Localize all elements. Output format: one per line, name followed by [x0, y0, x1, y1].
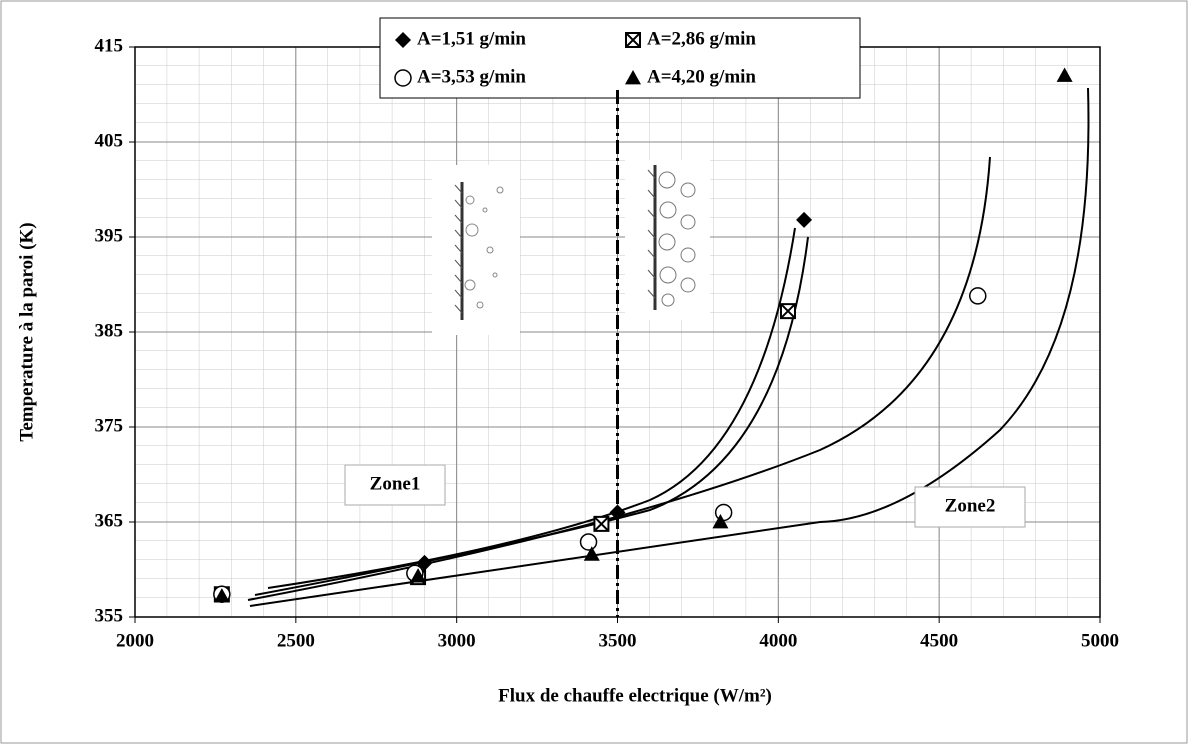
illustration: [432, 160, 710, 335]
point: [593, 515, 610, 532]
trend-curves: [247, 87, 1090, 607]
point: [712, 514, 729, 529]
legend-marker: [395, 32, 411, 48]
x-tick-label: 3000: [438, 630, 476, 651]
y-tick-label: 375: [95, 415, 124, 436]
point: [1056, 67, 1073, 82]
annotation-box: [344, 464, 446, 506]
y-tick-label: 415: [95, 35, 124, 56]
x-tick-label: 3500: [599, 630, 637, 651]
point: [779, 303, 796, 320]
x-tick-label: 4000: [759, 630, 797, 651]
x-tick-label: 4500: [920, 630, 958, 651]
point: [579, 533, 598, 551]
point: [410, 568, 427, 583]
y-tick-label: 395: [95, 225, 124, 246]
legend: [379, 17, 861, 99]
legend-label: A=3,53 g/min: [417, 66, 526, 87]
legend-marker: [625, 70, 641, 85]
legend-label: A=1,51 g/min: [417, 28, 526, 49]
y-tick-label: 355: [95, 605, 124, 626]
legend-label: A=2,86 g/min: [647, 28, 756, 49]
annotation-box: [914, 486, 1026, 528]
legend-label: A=4,20 g/min: [647, 66, 756, 87]
point: [213, 588, 230, 603]
point: [969, 287, 987, 305]
y-tick-label: 385: [95, 320, 124, 341]
legend-marker: [394, 69, 412, 87]
point: [583, 546, 600, 561]
y-axis-label: Temperature à la paroi (K): [16, 222, 37, 441]
y-tick-label: 405: [95, 130, 124, 151]
point: [714, 503, 733, 522]
x-axis-label: Flux de chauffe electrique (W/m²): [498, 685, 772, 706]
point: [796, 211, 813, 228]
annotation: Zone1: [370, 473, 421, 494]
x-tick-label: 2500: [277, 630, 315, 651]
annotation: Zone2: [945, 495, 996, 516]
x-tick-label: 5000: [1081, 630, 1119, 651]
y-tick-label: 365: [95, 510, 124, 531]
legend-marker: [625, 32, 641, 48]
point: [609, 504, 626, 521]
x-tick-label: 2000: [116, 630, 154, 651]
